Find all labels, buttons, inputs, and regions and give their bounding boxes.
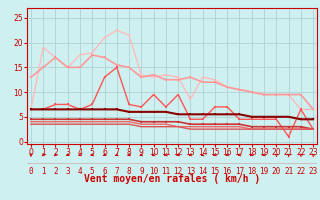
Text: 3: 3 <box>65 166 70 176</box>
Text: 7: 7 <box>115 166 119 176</box>
Text: 4: 4 <box>78 166 82 176</box>
Text: 6: 6 <box>102 166 107 176</box>
Text: Vent moyen/en rafales ( km/h ): Vent moyen/en rafales ( km/h ) <box>84 174 260 184</box>
Text: 5: 5 <box>90 166 94 176</box>
Text: 15: 15 <box>210 166 220 176</box>
Text: 20: 20 <box>272 166 281 176</box>
Text: 13: 13 <box>186 166 195 176</box>
Text: 11: 11 <box>161 166 171 176</box>
Text: 21: 21 <box>284 166 293 176</box>
Text: 8: 8 <box>127 166 132 176</box>
Text: 23: 23 <box>308 166 318 176</box>
Text: 17: 17 <box>235 166 244 176</box>
Text: 14: 14 <box>198 166 207 176</box>
Text: 16: 16 <box>223 166 232 176</box>
Text: 1: 1 <box>41 166 45 176</box>
Text: 22: 22 <box>296 166 306 176</box>
Text: 0: 0 <box>28 166 33 176</box>
Text: 2: 2 <box>53 166 58 176</box>
Text: 18: 18 <box>247 166 256 176</box>
Text: 12: 12 <box>173 166 183 176</box>
Text: 9: 9 <box>139 166 144 176</box>
Text: 10: 10 <box>149 166 158 176</box>
Text: 19: 19 <box>260 166 269 176</box>
